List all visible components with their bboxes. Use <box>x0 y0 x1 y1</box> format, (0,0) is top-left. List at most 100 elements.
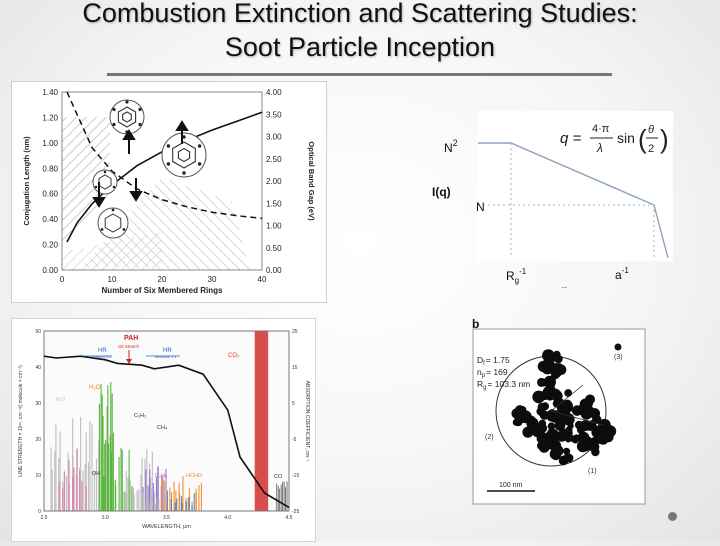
absorption-coefficient-line <box>43 355 290 509</box>
svg-text:(: ( <box>638 124 647 154</box>
aggregate-figure: b Df= 1.75 np= 169 Rg= 103.3 nm (1) (2) … <box>472 317 646 505</box>
svg-text:λ: λ <box>596 141 603 155</box>
y-right-tick-label: 15 <box>292 365 298 371</box>
svg-text:sin: sin <box>617 130 635 146</box>
rg-text: Rg= 103.3 nm <box>477 379 530 391</box>
ch4-label: CH₄ <box>157 425 168 431</box>
y-tick-label: 1.40 <box>42 88 58 97</box>
scattering-formula: q = 4·π λ sin ( θ 2 ) <box>560 123 669 155</box>
structure-factor-line <box>478 142 669 259</box>
hr1-sub-label: Mailing 3.0 <box>92 354 112 359</box>
svg-text:θ: θ <box>648 124 654 136</box>
conjugation-length-line <box>66 111 263 243</box>
co-label: CO <box>274 474 283 480</box>
hcho-label: HCHO <box>186 473 203 479</box>
y-right-tick-label: 1.00 <box>266 222 282 231</box>
y-right-tick-label: -25 <box>292 509 299 515</box>
x-tick-label: 40 <box>258 275 267 284</box>
scale-bar-label: 100 nm <box>499 482 523 489</box>
marker-1: (1) <box>588 468 597 475</box>
pah-molecule-icon-large <box>109 99 145 135</box>
c2h6-label: C₂H₆ <box>155 473 167 479</box>
svg-text:4·π: 4·π <box>592 123 610 135</box>
band-gap-line <box>66 91 263 220</box>
pah-molecule-icon-right <box>161 132 207 178</box>
oh-label: OH <box>92 471 100 477</box>
scatterer-dot-icon <box>614 343 622 351</box>
x-axis-label: Number of Six Membered Rings <box>102 286 223 295</box>
hr2-sub-label: Midstate 3.1 <box>155 354 178 359</box>
y-axis-label: Conjugation Length (nm) <box>22 136 31 226</box>
hr2-label: HR <box>163 348 172 354</box>
y-tick-label: 1.00 <box>42 139 58 148</box>
n-label: N <box>476 200 485 214</box>
y-right-tick-label: 25 <box>292 329 298 335</box>
arrow-down-icon-2 <box>129 178 143 202</box>
radius-line <box>550 384 584 412</box>
slide-title-line2: Soot Particle Inception <box>224 32 496 62</box>
df-text: Df= 1.75 <box>477 355 510 367</box>
pah-molecule-icon-bottom <box>97 207 129 239</box>
x-axis-label: WAVELENGTH, μm <box>142 524 191 530</box>
y-tick-label: 10 <box>35 473 41 479</box>
radius-line-2 <box>550 410 604 426</box>
spectrum-frame <box>43 330 290 512</box>
svg-text:): ) <box>660 124 669 154</box>
y-tick-label: 50 <box>35 329 41 335</box>
y-right-tick-label: 2.00 <box>266 177 282 186</box>
slide-title: Combustion Extinction and Scattering Stu… <box>0 0 720 64</box>
x-tick-label: 30 <box>208 275 217 284</box>
slide-bullet-icon <box>668 512 677 521</box>
a-label: a-1 <box>615 266 629 282</box>
oil-stretch-label: Oil Stretch <box>118 344 140 349</box>
hr1-label: HR <box>98 348 107 354</box>
co2-label: CO₂ <box>228 353 240 359</box>
conjugation-chart-panel: 0.00 0.20 0.40 0.60 0.80 1.00 1.20 1.40 0.00 0.50… <box>11 81 327 303</box>
q-axis-label: q <box>560 283 567 288</box>
pah-label: PAH <box>124 335 138 342</box>
y-tick-label: 0.60 <box>42 190 58 199</box>
y-right-axis-label: ABSORPTION COEFFICIENT, cm⁻¹ <box>304 381 310 462</box>
y-tick-label: 0.20 <box>42 241 58 250</box>
y-tick-label: 40 <box>35 365 41 371</box>
plot-frame <box>61 91 263 271</box>
x-tick-label: 4.0 <box>224 515 231 521</box>
x-tick-label: 3.5 <box>163 515 170 521</box>
x-tick-label: 3.0 <box>102 515 109 521</box>
y-right-tick-label: 4.00 <box>266 88 282 97</box>
svg-text:2: 2 <box>648 143 654 155</box>
spectrum-chart: 0 10 20 30 40 50 -25 -15 -5 5 15 25 2.5 3.0 3.5 4.0 4.5 W… <box>18 329 310 530</box>
y-tick-label: 1.20 <box>42 113 58 122</box>
y-right-tick-label: 1.50 <box>266 199 282 208</box>
arrow-up-icon-2 <box>175 120 189 144</box>
y-right-tick-label: 3.50 <box>266 110 282 119</box>
iq-label: I(q) <box>432 185 451 199</box>
svg-text:q =: q = <box>560 130 582 147</box>
structure-factor-chart: N2 I(q) N Rg-1 q a-1 q = 4·π λ sin ( θ 2… <box>432 111 673 297</box>
co2-band <box>254 331 269 511</box>
y-axis-label: LINE STRENGTH × 10¹⁹, cm⁻¹/( molecule × … <box>18 365 24 477</box>
x-tick-label: 10 <box>108 275 117 284</box>
np-text: np= 169 <box>477 367 508 379</box>
structure-factor-panel: N2 I(q) N Rg-1 q a-1 q = 4·π λ sin ( θ 2… <box>432 108 675 297</box>
hatch-region-left <box>62 117 110 247</box>
h2o-left-label: H₂O <box>56 397 66 403</box>
y-right-tick-label: 0.50 <box>266 244 282 253</box>
c2h2-label: C₂H₂ <box>134 413 146 419</box>
title-underline <box>107 73 612 76</box>
y-right-tick-label: 3.00 <box>266 133 282 142</box>
y-right-tick-label: 0.00 <box>266 266 282 275</box>
y-right-axis-label: Optical Band Gap (eV) <box>307 141 316 221</box>
panel-b-label: b <box>472 317 479 331</box>
x-tick-label: 0 <box>60 275 65 284</box>
x-tick-label: 20 <box>158 275 167 284</box>
pah-arrow-icon <box>126 350 132 364</box>
y-tick-label: 0.40 <box>42 215 58 224</box>
conjugation-chart: 0.00 0.20 0.40 0.60 0.80 1.00 1.20 1.40 0.00 0.50… <box>22 88 316 295</box>
slide-title-line1: Combustion Extinction and Scattering Stu… <box>82 0 638 28</box>
soot-aggregate <box>511 349 617 466</box>
hatch-region-low <box>62 232 162 270</box>
pah-molecule-icon-small <box>92 169 118 195</box>
x-tick-label: 2.5 <box>41 515 48 521</box>
rg-label: Rg-1 <box>506 267 527 285</box>
